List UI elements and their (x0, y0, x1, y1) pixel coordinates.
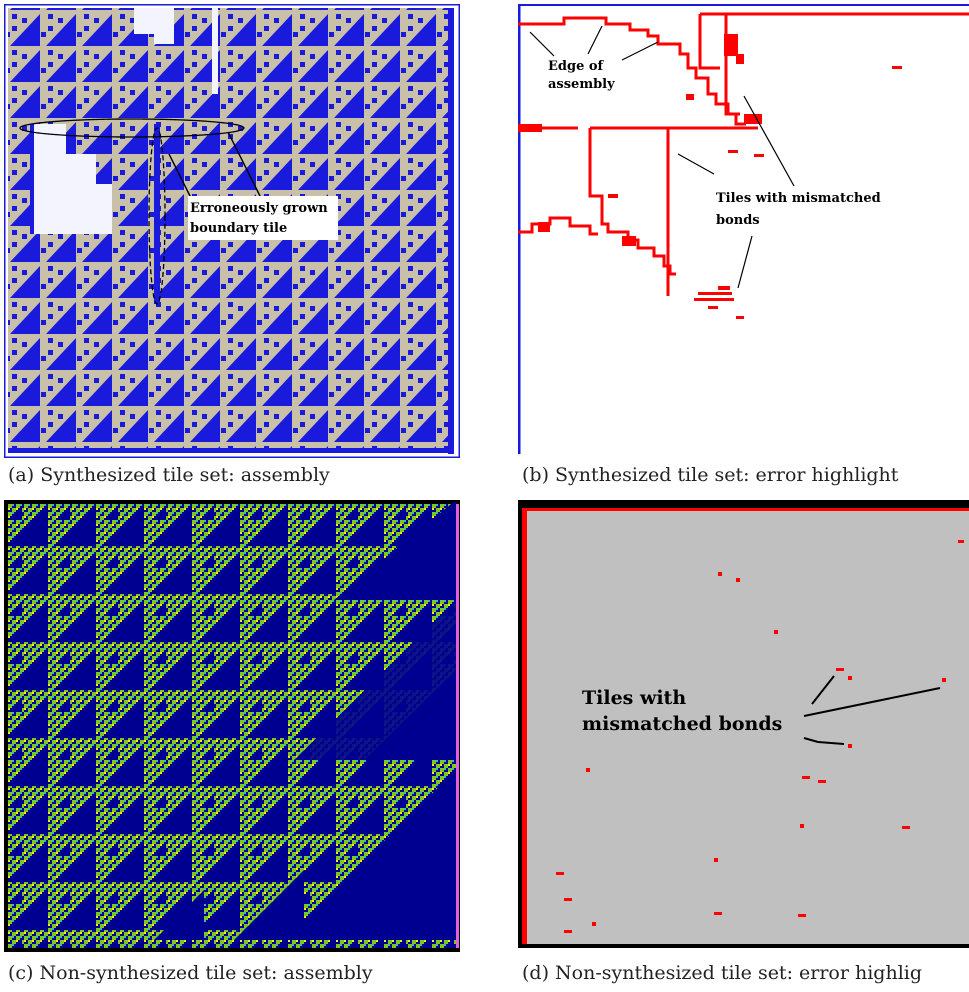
panel-c-image (4, 500, 460, 952)
panel-d-image: Tiles with mismatched bonds (518, 500, 969, 948)
panel-b-edge-line1: Edge of (548, 59, 605, 74)
panel-a-image: Erroneously grown boundary tile (4, 4, 460, 458)
panel-b-error-highlight: Edge of assembly Tiles with mismatched b… (518, 4, 969, 454)
panel-b-image: Edge of assembly Tiles with mismatched b… (518, 4, 969, 454)
panel-d-error-highlight: Tiles with mismatched bonds (518, 500, 969, 948)
panel-d-tiles-line2: mismatched bonds (582, 713, 782, 735)
panel-d-tiles-line1: Tiles with (582, 687, 686, 709)
caption-c: (c) Non-synthesized tile set: assembly (8, 962, 373, 984)
panel-b-tiles-line1: Tiles with mismatched (716, 191, 881, 206)
panel-b-tiles-line2: bonds (716, 213, 760, 228)
panel-c-assembly (4, 500, 460, 952)
panel-a-annotation-line1: Erroneously grown (190, 201, 328, 216)
caption-d: (d) Non-synthesized tile set: error high… (522, 962, 923, 984)
panel-b-edge-line2: assembly (548, 77, 615, 92)
caption-b: (b) Synthesized tile set: error highligh… (522, 464, 899, 486)
caption-a: (a) Synthesized tile set: assembly (8, 464, 330, 486)
panel-a-annotation-line2: boundary tile (190, 221, 287, 236)
panel-a-assembly: Erroneously grown boundary tile (4, 4, 460, 458)
